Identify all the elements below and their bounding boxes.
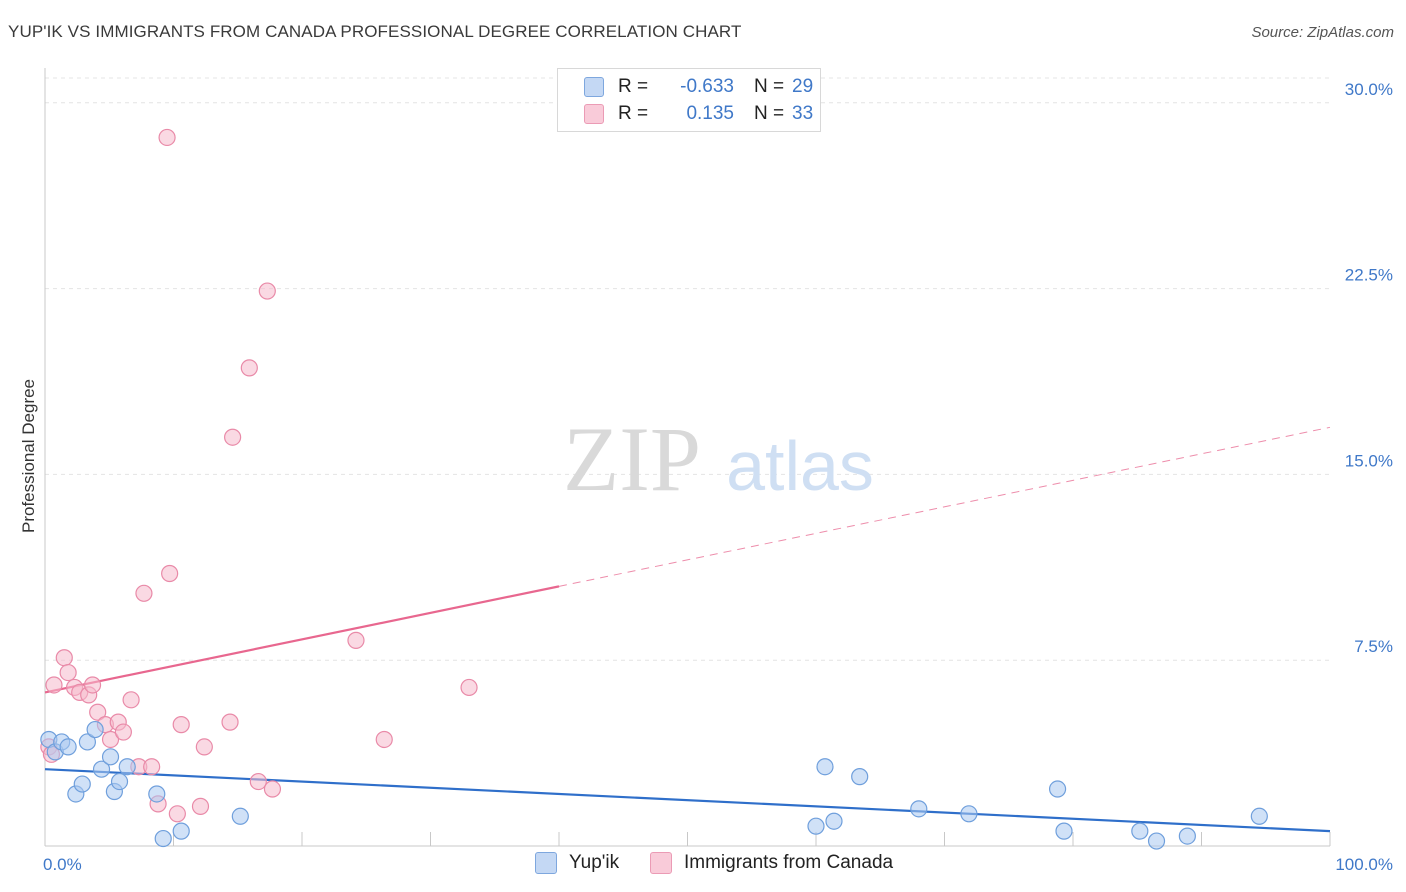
point-1-29 [258, 282, 276, 300]
y-tick-label-0: 7.5% [1354, 637, 1393, 656]
y-tick-labels: 7.5% 15.0% 22.5% 30.0% [1345, 80, 1393, 656]
point-1-13 [114, 723, 132, 741]
point-0-15 [172, 822, 190, 840]
point-0-25 [1131, 822, 1149, 840]
point-1-2 [45, 676, 63, 694]
point-0-9 [101, 748, 120, 766]
series-legend-canada[interactable]: Immigrants from Canada [650, 852, 893, 874]
point-0-13 [148, 785, 166, 803]
point-0-17 [807, 817, 825, 835]
point-0-14 [154, 829, 172, 848]
legend-r-value: -0.633 [680, 76, 734, 97]
series-label-canada: Immigrants from Canada [684, 852, 894, 873]
watermark-atlas: atlas [726, 427, 874, 505]
point-0-21 [910, 800, 928, 818]
point-1-16 [135, 584, 153, 602]
trend-line-extension-1 [558, 426, 1331, 587]
point-0-12 [118, 758, 136, 776]
point-0-26 [1147, 832, 1166, 850]
point-0-11 [110, 772, 129, 791]
point-1-3 [55, 649, 73, 667]
point-1-11 [101, 730, 120, 749]
point-0-18 [816, 758, 834, 776]
legend-r-value: 0.135 [686, 103, 734, 124]
legend-r-label: R = [618, 103, 649, 124]
point-0-28 [1250, 807, 1268, 825]
point-0-16 [231, 807, 249, 825]
watermark: ZIP atlas [563, 408, 874, 510]
y-tick-label-1: 15.0% [1345, 451, 1393, 470]
point-1-20 [161, 564, 179, 583]
point-0-20 [851, 768, 869, 786]
y-tick-label-3: 30.0% [1345, 80, 1393, 99]
legend-n-label: N = [754, 103, 785, 124]
legend-swatch-pink [584, 104, 604, 124]
point-1-14 [122, 691, 140, 709]
point-0-3 [59, 738, 77, 756]
point-0-5 [73, 775, 91, 793]
point-1-17 [143, 758, 161, 776]
point-0-22 [960, 805, 978, 823]
series-swatch-blue [535, 852, 557, 874]
point-1-25 [221, 713, 239, 731]
y-tick-label-2: 22.5% [1345, 266, 1393, 285]
legend-n-value: 29 [792, 76, 814, 97]
point-1-32 [375, 730, 393, 749]
point-0-8 [92, 760, 111, 778]
point-1-24 [195, 738, 213, 756]
trend-line-1 [44, 585, 560, 694]
legend-r-label: R = [618, 76, 649, 97]
point-1-4 [59, 663, 77, 682]
gridlines [45, 77, 1330, 661]
point-0-19 [825, 812, 843, 830]
legend-row-canada: R = 0.135 N = 33 [584, 101, 813, 127]
x-tick-label-1: 100.0% [1335, 855, 1393, 874]
series-legend: Yup'ik Immigrants from Canada [0, 852, 1406, 878]
point-1-21 [168, 805, 186, 823]
x-tick-labels: 0.0% 100.0% [43, 855, 1393, 874]
point-1-23 [191, 797, 210, 815]
point-1-33 [460, 678, 478, 697]
legend-n-value: 33 [792, 103, 814, 124]
legend-n-label: N = [754, 76, 785, 97]
correlation-legend: R = -0.633 N = 29 R = 0.135 N = 33 [557, 68, 821, 132]
point-1-27 [240, 359, 258, 377]
x-tick-label-0: 0.0% [43, 855, 82, 874]
point-0-23 [1048, 780, 1067, 798]
y-axis-title: Professional Degree [19, 379, 38, 533]
watermark-zip: ZIP [563, 408, 701, 510]
source-label: Source: ZipAtlas.com [1251, 24, 1394, 41]
series-label-yupik: Yup'ik [569, 852, 620, 873]
point-1-31 [347, 631, 365, 649]
point-1-22 [172, 716, 190, 734]
point-1-28 [249, 772, 267, 791]
point-0-7 [86, 720, 104, 739]
series-legend-yupik[interactable]: Yup'ik [535, 852, 619, 874]
point-0-27 [1178, 827, 1196, 845]
legend-row-yupik: R = -0.633 N = 29 [584, 74, 813, 100]
legend-swatch-blue [584, 77, 604, 97]
chart-title: YUP'IK VS IMMIGRANTS FROM CANADA PROFESS… [8, 22, 742, 41]
point-1-8 [83, 676, 102, 694]
point-0-24 [1055, 822, 1073, 840]
point-0-6 [78, 733, 97, 751]
point-1-9 [89, 703, 107, 721]
point-1-30 [263, 780, 282, 798]
data-points [40, 128, 1268, 850]
series-swatch-pink [650, 852, 672, 874]
point-1-19 [158, 128, 176, 147]
point-1-26 [224, 428, 242, 446]
